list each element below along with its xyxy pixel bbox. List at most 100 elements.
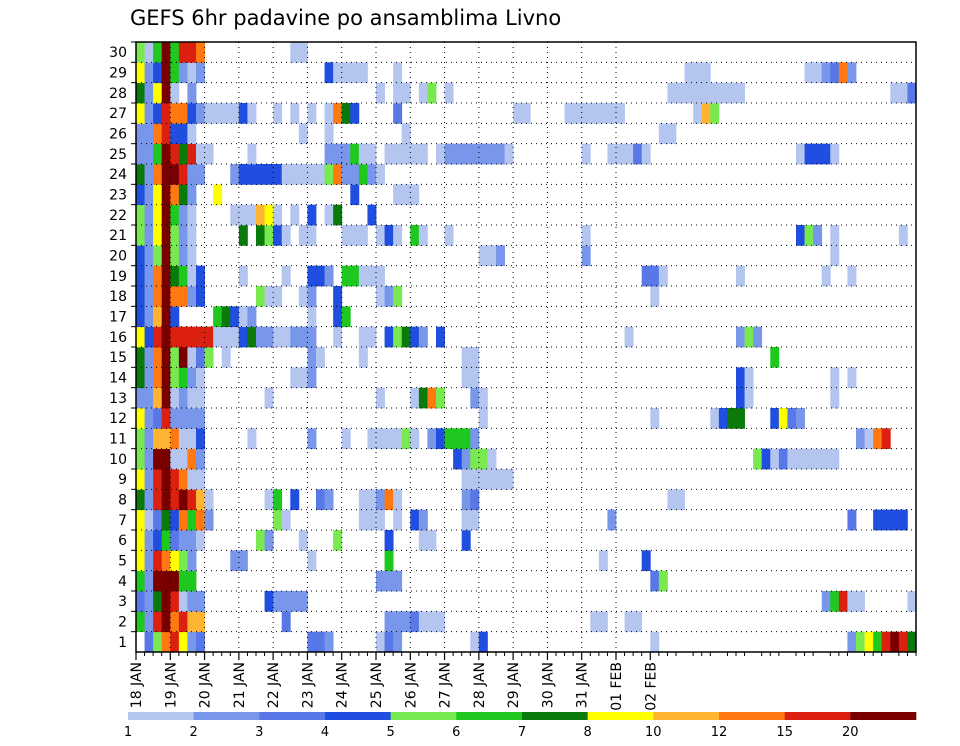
heatmap-cell (144, 347, 154, 368)
y-tick-label: 26 (109, 127, 127, 143)
y-tick-label: 11 (109, 432, 127, 448)
heatmap-cell (170, 286, 180, 307)
heatmap-cell (178, 489, 188, 511)
heatmap-cell (153, 204, 163, 226)
heatmap-cell (804, 62, 814, 84)
heatmap-cell (238, 225, 248, 246)
colorbar-label: 5 (387, 725, 395, 740)
y-tick-label: 18 (109, 289, 127, 305)
heatmap-cell (410, 428, 420, 450)
heatmap-cell (453, 428, 463, 450)
heatmap-cell (384, 286, 394, 307)
heatmap-cell (144, 265, 154, 287)
heatmap-cell (744, 387, 754, 409)
heatmap-cell (350, 265, 360, 287)
heatmap-cell (736, 367, 745, 389)
heatmap-cell (187, 245, 197, 267)
heatmap-cell (161, 143, 171, 165)
heatmap-cell (333, 204, 343, 226)
heatmap-cell (376, 631, 385, 653)
heatmap-cell (436, 326, 445, 348)
heatmap-cell (453, 448, 463, 470)
heatmap-cell (444, 428, 454, 450)
heatmap-cell (307, 428, 317, 450)
heatmap-cell (178, 591, 188, 612)
heatmap-cell (153, 326, 163, 348)
heatmap-cell (153, 164, 163, 185)
colorbar: 1 2 3 4 5 6 7 8 10 12 15 20 (124, 712, 917, 740)
heatmap-cell (196, 408, 205, 429)
heatmap-cell (281, 591, 291, 612)
heatmap-cell (367, 326, 377, 348)
heatmap-cell (461, 509, 471, 531)
heatmap-cell (641, 550, 651, 572)
heatmap-cell (324, 489, 334, 511)
heatmap-cell (170, 489, 180, 511)
heatmap-cell (410, 143, 420, 165)
heatmap-cell (393, 509, 403, 531)
heatmap-cell (736, 408, 745, 429)
heatmap-cell (418, 225, 428, 246)
heatmap-cell (196, 387, 205, 409)
heatmap-cell (136, 103, 145, 124)
heatmap-cell (401, 82, 411, 104)
heatmap-cell (316, 489, 325, 511)
heatmap-cell (778, 448, 788, 470)
heatmap-cell (170, 428, 180, 450)
heatmap-cell (873, 509, 883, 531)
heatmap-cell (393, 184, 403, 206)
heatmap-cell (418, 611, 428, 633)
heatmap-cell (341, 143, 351, 165)
heatmap-cell (136, 591, 145, 612)
heatmap-cell (196, 489, 205, 511)
heatmap-cell (821, 591, 831, 612)
heatmap-cell (384, 225, 394, 246)
colorbar-label: 12 (711, 725, 728, 740)
heatmap-cell (256, 530, 265, 551)
heatmap-cell (350, 225, 360, 246)
heatmap-cell (564, 103, 574, 124)
heatmap-cell (444, 225, 454, 246)
heatmap-cell (796, 143, 805, 165)
heatmap-cell (607, 143, 617, 165)
heatmap-cell (170, 408, 180, 429)
heatmap-cell (170, 509, 180, 531)
heatmap-cell (316, 631, 325, 653)
heatmap-cell (770, 448, 780, 470)
heatmap-cell (144, 611, 154, 633)
heatmap-cell (350, 62, 360, 84)
colorbar-swatch (193, 712, 260, 720)
heatmap-cell (161, 489, 171, 511)
x-tick-label: 22 JAN (266, 662, 282, 708)
heatmap-cell (153, 82, 163, 104)
heatmap-cell (401, 428, 411, 450)
heatmap-cell (238, 306, 248, 328)
heatmap-cell (393, 428, 403, 450)
heatmap-cell (178, 631, 188, 653)
heatmap-cell (213, 103, 223, 124)
heatmap-cell (573, 103, 583, 124)
heatmap-cell (384, 143, 394, 165)
heatmap-cell (170, 123, 180, 145)
heatmap-cell (178, 570, 188, 592)
heatmap-cell (667, 489, 677, 511)
heatmap-cell (247, 103, 257, 124)
heatmap-cell (401, 611, 411, 633)
heatmap-cell (187, 631, 197, 653)
heatmap-cell (136, 245, 145, 267)
heatmap-cell (170, 103, 180, 124)
heatmap-cell (838, 62, 848, 84)
heatmap-cell (178, 428, 188, 450)
heatmap-cell (178, 611, 188, 633)
heatmap-cell (187, 387, 197, 409)
heatmap-cell (187, 530, 197, 551)
heatmap-cell (178, 265, 188, 287)
heatmap-cell (170, 530, 180, 551)
heatmap-cell (616, 103, 625, 124)
heatmap-cell (650, 570, 660, 592)
heatmap-cell (478, 469, 488, 490)
x-tick-label: 27 JAN (438, 662, 454, 708)
heatmap-cell (153, 123, 163, 145)
heatmap-cell (230, 164, 240, 185)
heatmap-cell (230, 204, 240, 226)
